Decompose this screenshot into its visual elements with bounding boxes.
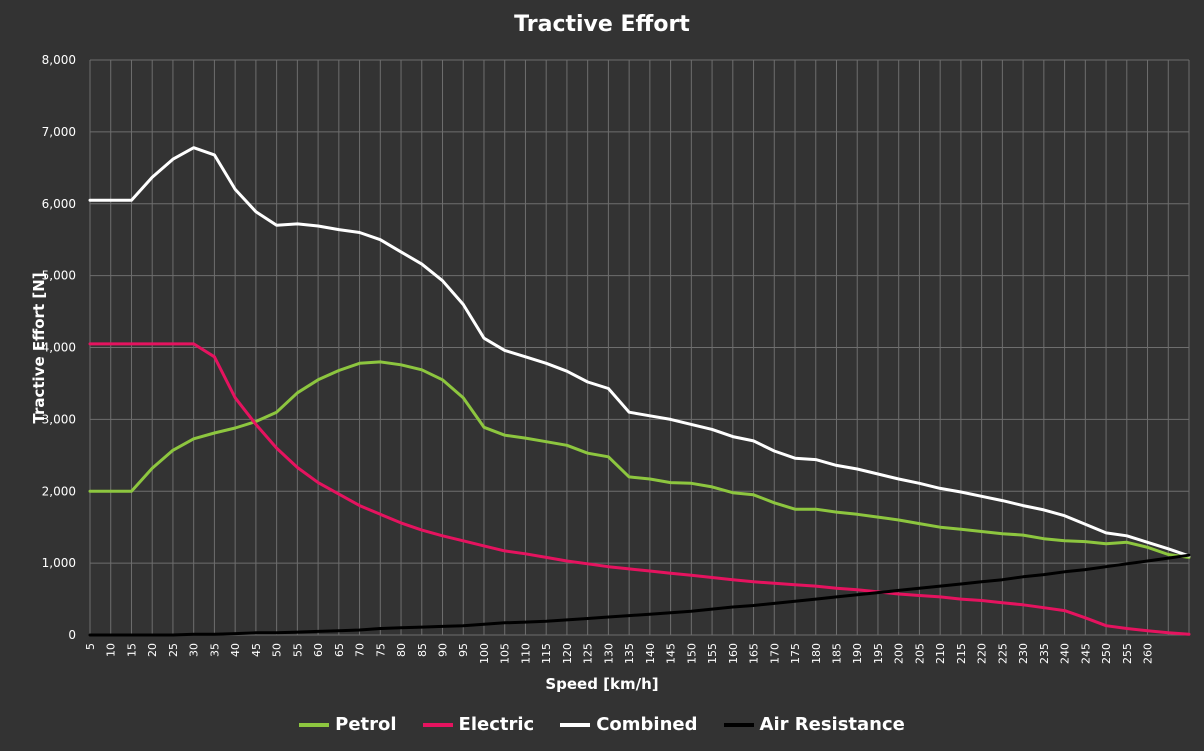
x-tick-label: 100 <box>478 643 491 664</box>
legend-label-combined: Combined <box>596 714 698 735</box>
legend-swatch-combined <box>560 722 591 727</box>
x-tick-label: 45 <box>250 643 263 657</box>
x-tick-label: 235 <box>1038 643 1051 664</box>
legend-swatch-air-resistance <box>723 722 754 727</box>
x-tick-label: 185 <box>830 643 843 664</box>
x-tick-label: 260 <box>1142 643 1155 664</box>
x-tick-label: 195 <box>872 643 885 664</box>
legend-label-air-resistance: Air Resistance <box>759 714 905 735</box>
y-tick-label: 1,000 <box>42 556 76 570</box>
x-tick-label: 220 <box>976 643 989 664</box>
x-tick-label: 5 <box>84 643 97 650</box>
x-tick-label: 140 <box>644 643 657 664</box>
x-tick-label: 70 <box>354 643 367 657</box>
legend: Petrol Electric Combined Air Resistance <box>0 714 1204 735</box>
x-tick-label: 55 <box>291 643 304 657</box>
x-tick-label: 200 <box>893 643 906 664</box>
x-tick-label: 25 <box>167 643 180 657</box>
legend-label-electric: Electric <box>458 714 535 735</box>
x-tick-label: 95 <box>457 643 470 657</box>
series-line-petrol <box>88 360 1191 559</box>
x-tick-label: 50 <box>271 643 284 657</box>
x-tick-label: 240 <box>1059 643 1072 664</box>
x-axis-label: Speed [km/h] <box>545 675 659 693</box>
legend-swatch-petrol <box>299 722 330 727</box>
x-tick-label: 190 <box>851 643 864 664</box>
x-tick-label: 90 <box>437 643 450 657</box>
x-tick-label: 130 <box>602 643 615 664</box>
y-tick-label: 3,000 <box>42 412 76 426</box>
x-tick-label: 10 <box>105 643 118 657</box>
legend-item-petrol[interactable]: Petrol <box>299 714 397 735</box>
y-tick-label: 4,000 <box>42 341 76 355</box>
y-tick-label: 7,000 <box>42 125 76 139</box>
x-tick-label: 85 <box>416 643 429 657</box>
x-tick-label: 250 <box>1100 643 1113 664</box>
x-tick-label: 255 <box>1121 643 1134 664</box>
series-line-combined <box>88 146 1191 558</box>
y-tick-label: 2,000 <box>42 484 76 498</box>
y-axis-label: Tractive Effort [N] <box>30 272 48 424</box>
legend-item-combined[interactable]: Combined <box>560 714 698 735</box>
legend-item-electric[interactable]: Electric <box>422 714 535 735</box>
legend-swatch-electric <box>422 722 453 727</box>
x-tick-label: 135 <box>623 643 636 664</box>
x-tick-label: 175 <box>789 643 802 664</box>
x-tick-label: 155 <box>706 643 719 664</box>
x-tick-label: 230 <box>1017 643 1030 664</box>
legend-label-petrol: Petrol <box>335 714 397 735</box>
y-axis-ticks: 0 1,000 2,000 3,000 4,000 5,000 6,000 7,000 8,00… <box>42 53 76 642</box>
y-tick-label: 0 <box>68 628 76 642</box>
x-tick-label: 150 <box>685 643 698 664</box>
x-tick-label: 120 <box>561 643 574 664</box>
x-tick-label: 20 <box>146 643 159 657</box>
x-tick-label: 205 <box>913 643 926 664</box>
x-tick-label: 245 <box>1079 643 1092 664</box>
x-tick-label: 160 <box>727 643 740 664</box>
grid <box>89 59 1190 636</box>
x-tick-label: 210 <box>934 643 947 664</box>
x-tick-label: 15 <box>125 643 138 657</box>
x-tick-label: 165 <box>748 643 761 664</box>
y-tick-label: 8,000 <box>42 53 76 67</box>
chart-title: Tractive Effort <box>514 12 690 37</box>
x-tick-label: 30 <box>188 643 201 657</box>
x-tick-label: 170 <box>768 643 781 664</box>
y-tick-label: 6,000 <box>42 197 76 211</box>
x-tick-label: 75 <box>374 643 387 657</box>
x-tick-label: 145 <box>665 643 678 664</box>
x-tick-label: 65 <box>333 643 346 657</box>
x-tick-label: 215 <box>955 643 968 664</box>
x-tick-label: 105 <box>499 643 512 664</box>
x-tick-label: 110 <box>519 643 532 664</box>
series-line-electric <box>88 342 1191 636</box>
y-tick-label: 5,000 <box>42 269 76 283</box>
x-tick-label: 125 <box>582 643 595 664</box>
x-tick-label: 35 <box>208 643 221 657</box>
x-tick-label: 225 <box>996 643 1009 664</box>
x-tick-label: 180 <box>810 643 823 664</box>
legend-item-air-resistance[interactable]: Air Resistance <box>723 714 905 735</box>
x-axis-ticks: 5 10 15 20 25 30 35 40 45 50 55 60 65 70 75 80 85 90 95 100… <box>84 643 1155 664</box>
x-tick-label: 80 <box>395 643 408 657</box>
series-line-air-resistance <box>88 553 1191 637</box>
x-tick-label: 60 <box>312 643 325 657</box>
x-tick-label: 40 <box>229 643 242 657</box>
series-lines <box>88 146 1191 637</box>
x-tick-label: 115 <box>540 643 553 664</box>
